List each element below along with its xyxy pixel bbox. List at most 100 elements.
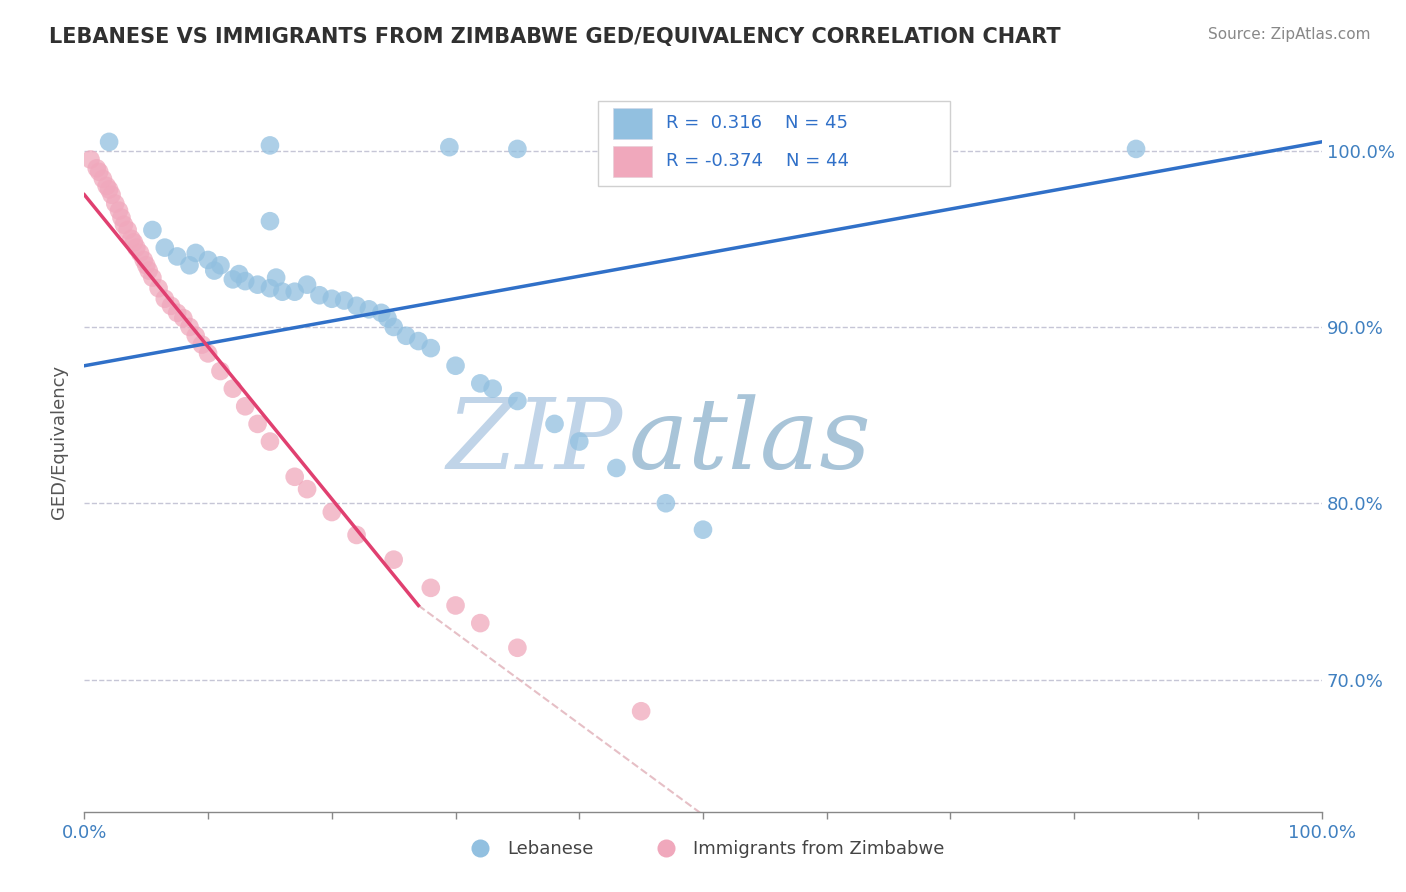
Point — [120, 232, 142, 246]
Point — [228, 267, 250, 281]
Point — [141, 270, 163, 285]
Point — [166, 250, 188, 264]
Point — [246, 417, 269, 431]
Point — [470, 376, 492, 391]
Point — [141, 223, 163, 237]
Text: ZIP: ZIP — [446, 394, 623, 489]
Point — [96, 178, 118, 193]
Point — [98, 182, 121, 196]
Bar — [613, 109, 652, 139]
Point — [112, 218, 135, 232]
Point — [295, 277, 318, 292]
Point — [108, 203, 131, 218]
Point — [135, 258, 157, 272]
Text: R = -0.374    N = 44: R = -0.374 N = 44 — [666, 152, 849, 170]
Point — [346, 528, 368, 542]
Y-axis label: GED/Equivalency: GED/Equivalency — [51, 365, 69, 518]
Point — [129, 246, 152, 260]
Point — [506, 142, 529, 156]
Point — [125, 241, 148, 255]
Point — [233, 399, 256, 413]
Point — [284, 470, 307, 484]
Point — [259, 138, 281, 153]
Point — [630, 704, 652, 718]
Point — [100, 187, 122, 202]
Point — [321, 505, 343, 519]
Point — [271, 285, 294, 299]
Point — [605, 461, 627, 475]
Text: atlas: atlas — [628, 394, 872, 489]
Point — [264, 270, 287, 285]
Point — [98, 135, 121, 149]
Text: LEBANESE VS IMMIGRANTS FROM ZIMBABWE GED/EQUIVALENCY CORRELATION CHART: LEBANESE VS IMMIGRANTS FROM ZIMBABWE GED… — [49, 27, 1062, 46]
Point — [382, 320, 405, 334]
Point — [346, 299, 368, 313]
Point — [284, 285, 307, 299]
Point — [166, 306, 188, 320]
Point — [91, 172, 114, 186]
Point — [444, 599, 467, 613]
Point — [184, 246, 207, 260]
Point — [568, 434, 591, 449]
Point — [79, 153, 101, 167]
FancyBboxPatch shape — [598, 101, 950, 186]
Point — [233, 274, 256, 288]
Point — [179, 320, 201, 334]
Point — [104, 196, 127, 211]
Point — [86, 161, 108, 176]
Point — [197, 252, 219, 267]
Point — [117, 223, 139, 237]
Point — [160, 299, 183, 313]
Point — [191, 337, 214, 351]
Point — [209, 364, 232, 378]
Point — [153, 292, 176, 306]
Point — [259, 214, 281, 228]
Point — [222, 272, 245, 286]
Point — [184, 328, 207, 343]
Point — [308, 288, 330, 302]
Point — [197, 346, 219, 360]
Point — [132, 252, 155, 267]
Point — [481, 382, 503, 396]
Point — [439, 140, 461, 154]
Point — [259, 434, 281, 449]
Point — [444, 359, 467, 373]
Point — [419, 341, 441, 355]
Point — [1125, 142, 1147, 156]
Point — [259, 281, 281, 295]
Point — [222, 382, 245, 396]
Point — [321, 292, 343, 306]
Text: R =  0.316    N = 45: R = 0.316 N = 45 — [666, 114, 848, 132]
Point — [202, 263, 225, 277]
Legend: Lebanese, Immigrants from Zimbabwe: Lebanese, Immigrants from Zimbabwe — [454, 833, 952, 865]
Point — [122, 235, 145, 250]
Point — [110, 211, 132, 225]
Point — [295, 482, 318, 496]
Point — [179, 258, 201, 272]
Point — [803, 142, 825, 156]
Point — [148, 281, 170, 295]
Point — [89, 165, 111, 179]
Point — [246, 277, 269, 292]
Point — [377, 311, 399, 326]
Point — [172, 311, 194, 326]
Point — [692, 523, 714, 537]
Point — [470, 616, 492, 631]
Point — [333, 293, 356, 308]
Point — [370, 306, 392, 320]
Point — [408, 334, 430, 348]
Point — [138, 263, 160, 277]
Point — [209, 258, 232, 272]
Point — [395, 328, 418, 343]
Point — [419, 581, 441, 595]
Point — [153, 241, 176, 255]
Point — [506, 394, 529, 409]
Point — [382, 552, 405, 566]
Point — [655, 496, 678, 510]
Point — [506, 640, 529, 655]
Point — [357, 302, 380, 317]
Bar — [613, 146, 652, 178]
Text: Source: ZipAtlas.com: Source: ZipAtlas.com — [1208, 27, 1371, 42]
Point — [543, 417, 565, 431]
Point — [617, 142, 640, 156]
